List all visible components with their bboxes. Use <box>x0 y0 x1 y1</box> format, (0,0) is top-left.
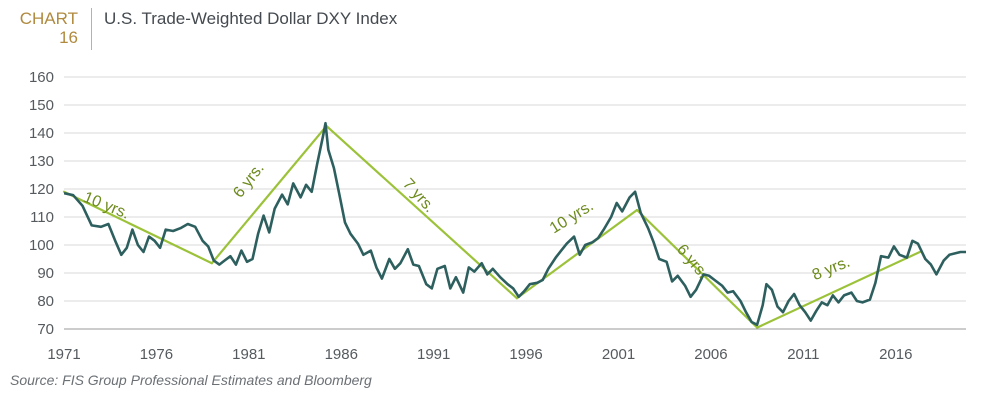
x-tick-label: 2011 <box>787 346 819 363</box>
y-tick-label: 90 <box>37 265 54 282</box>
header-divider <box>91 8 92 50</box>
y-tick-label: 150 <box>29 97 54 114</box>
x-tick-label: 2016 <box>879 346 912 363</box>
chart-title: U.S. Trade-Weighted Dollar DXY Index <box>104 9 398 28</box>
chart-number: 16 <box>59 28 78 47</box>
source-note: Source: FIS Group Professional Estimates… <box>10 372 372 388</box>
x-tick-label: 1981 <box>232 346 265 363</box>
x-tick-label: 1986 <box>325 346 358 363</box>
y-tick-label: 120 <box>29 181 54 198</box>
x-tick-label: 2001 <box>602 346 635 363</box>
chart-header: CHART 16 U.S. Trade-Weighted Dollar DXY … <box>0 0 1002 52</box>
x-tick-label: 1976 <box>140 346 173 363</box>
dxy-index-line <box>64 121 966 327</box>
trend-line-1 <box>62 190 213 265</box>
x-tick-label: 1971 <box>47 346 80 363</box>
y-tick-label: 160 <box>29 69 54 86</box>
dxy-line-chart: 70 80 90 100 110 120 130 140 150 160 1971 1976 1981 1… <box>29 69 966 363</box>
x-tick-label: 2006 <box>694 346 727 363</box>
y-tick-label: 80 <box>37 293 54 310</box>
chart-number-label: CHART 16 <box>12 9 78 47</box>
x-tick-label: 1996 <box>509 346 542 363</box>
y-tick-label: 100 <box>29 237 54 254</box>
y-tick-label: 70 <box>37 321 54 338</box>
y-tick-label: 140 <box>29 125 54 142</box>
duration-annotation: 8 yrs. <box>810 254 853 284</box>
y-tick-label: 130 <box>29 153 54 170</box>
x-tick-label: 1991 <box>417 346 450 363</box>
trend-line-5 <box>635 208 759 329</box>
duration-annotation: 6 yrs. <box>230 160 267 201</box>
chart-word: CHART <box>19 9 78 28</box>
trend-line-6 <box>756 250 921 329</box>
y-tick-label: 110 <box>30 209 54 226</box>
trend-line-2 <box>210 124 328 265</box>
